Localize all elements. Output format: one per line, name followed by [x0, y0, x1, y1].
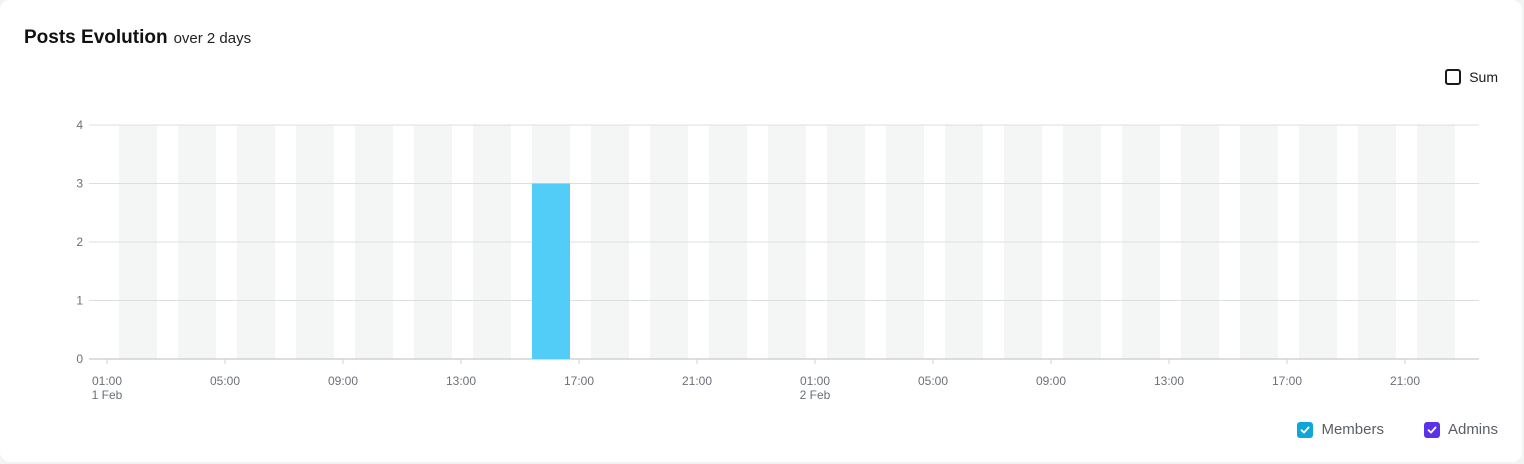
x-tick-label: 05:00 — [210, 374, 240, 388]
chart-header: Posts Evolution over 2 days — [24, 27, 251, 49]
sum-checkbox[interactable] — [1445, 69, 1462, 85]
y-tick-label: 3 — [76, 177, 83, 191]
x-tick-label: 21:00 — [682, 374, 712, 388]
bar-members — [532, 183, 570, 359]
x-tick-label: 13:00 — [1154, 374, 1184, 388]
members-checkbox[interactable] — [1297, 421, 1314, 438]
x-tick-label: 05:00 — [918, 374, 948, 388]
x-tick-label: 17:00 — [564, 374, 594, 388]
x-tick-date-label: 2 Feb — [800, 388, 831, 402]
y-tick-label: 2 — [76, 235, 83, 249]
chart-title: Posts Evolution — [24, 27, 168, 48]
x-tick-label: 09:00 — [328, 374, 358, 388]
legend-item-members[interactable]: Members — [1297, 421, 1384, 438]
sum-label: Sum — [1469, 69, 1498, 85]
y-tick-label: 1 — [76, 294, 83, 308]
legend-label-admins: Admins — [1447, 421, 1498, 438]
legend-item-admins[interactable]: Admins — [1423, 421, 1498, 438]
legend-label-members: Members — [1321, 421, 1384, 438]
chart-legend: Members Admins — [1297, 421, 1498, 438]
admins-checkbox[interactable] — [1423, 421, 1440, 438]
check-icon — [1301, 426, 1310, 433]
chart-subtitle: over 2 days — [173, 30, 252, 47]
x-tick-date-label: 1 Feb — [92, 388, 123, 402]
x-tick-label: 17:00 — [1272, 374, 1302, 388]
x-tick-label: 09:00 — [1036, 374, 1066, 388]
x-tick-label: 21:00 — [1390, 374, 1420, 388]
x-tick-label: 01:00 — [800, 374, 830, 388]
x-tick-label: 13:00 — [446, 374, 476, 388]
x-tick-label: 01:00 — [92, 374, 122, 388]
y-tick-label: 0 — [76, 352, 83, 366]
sum-toggle[interactable]: Sum — [1445, 69, 1498, 85]
y-tick-label: 4 — [76, 118, 83, 132]
check-icon — [1427, 426, 1437, 433]
